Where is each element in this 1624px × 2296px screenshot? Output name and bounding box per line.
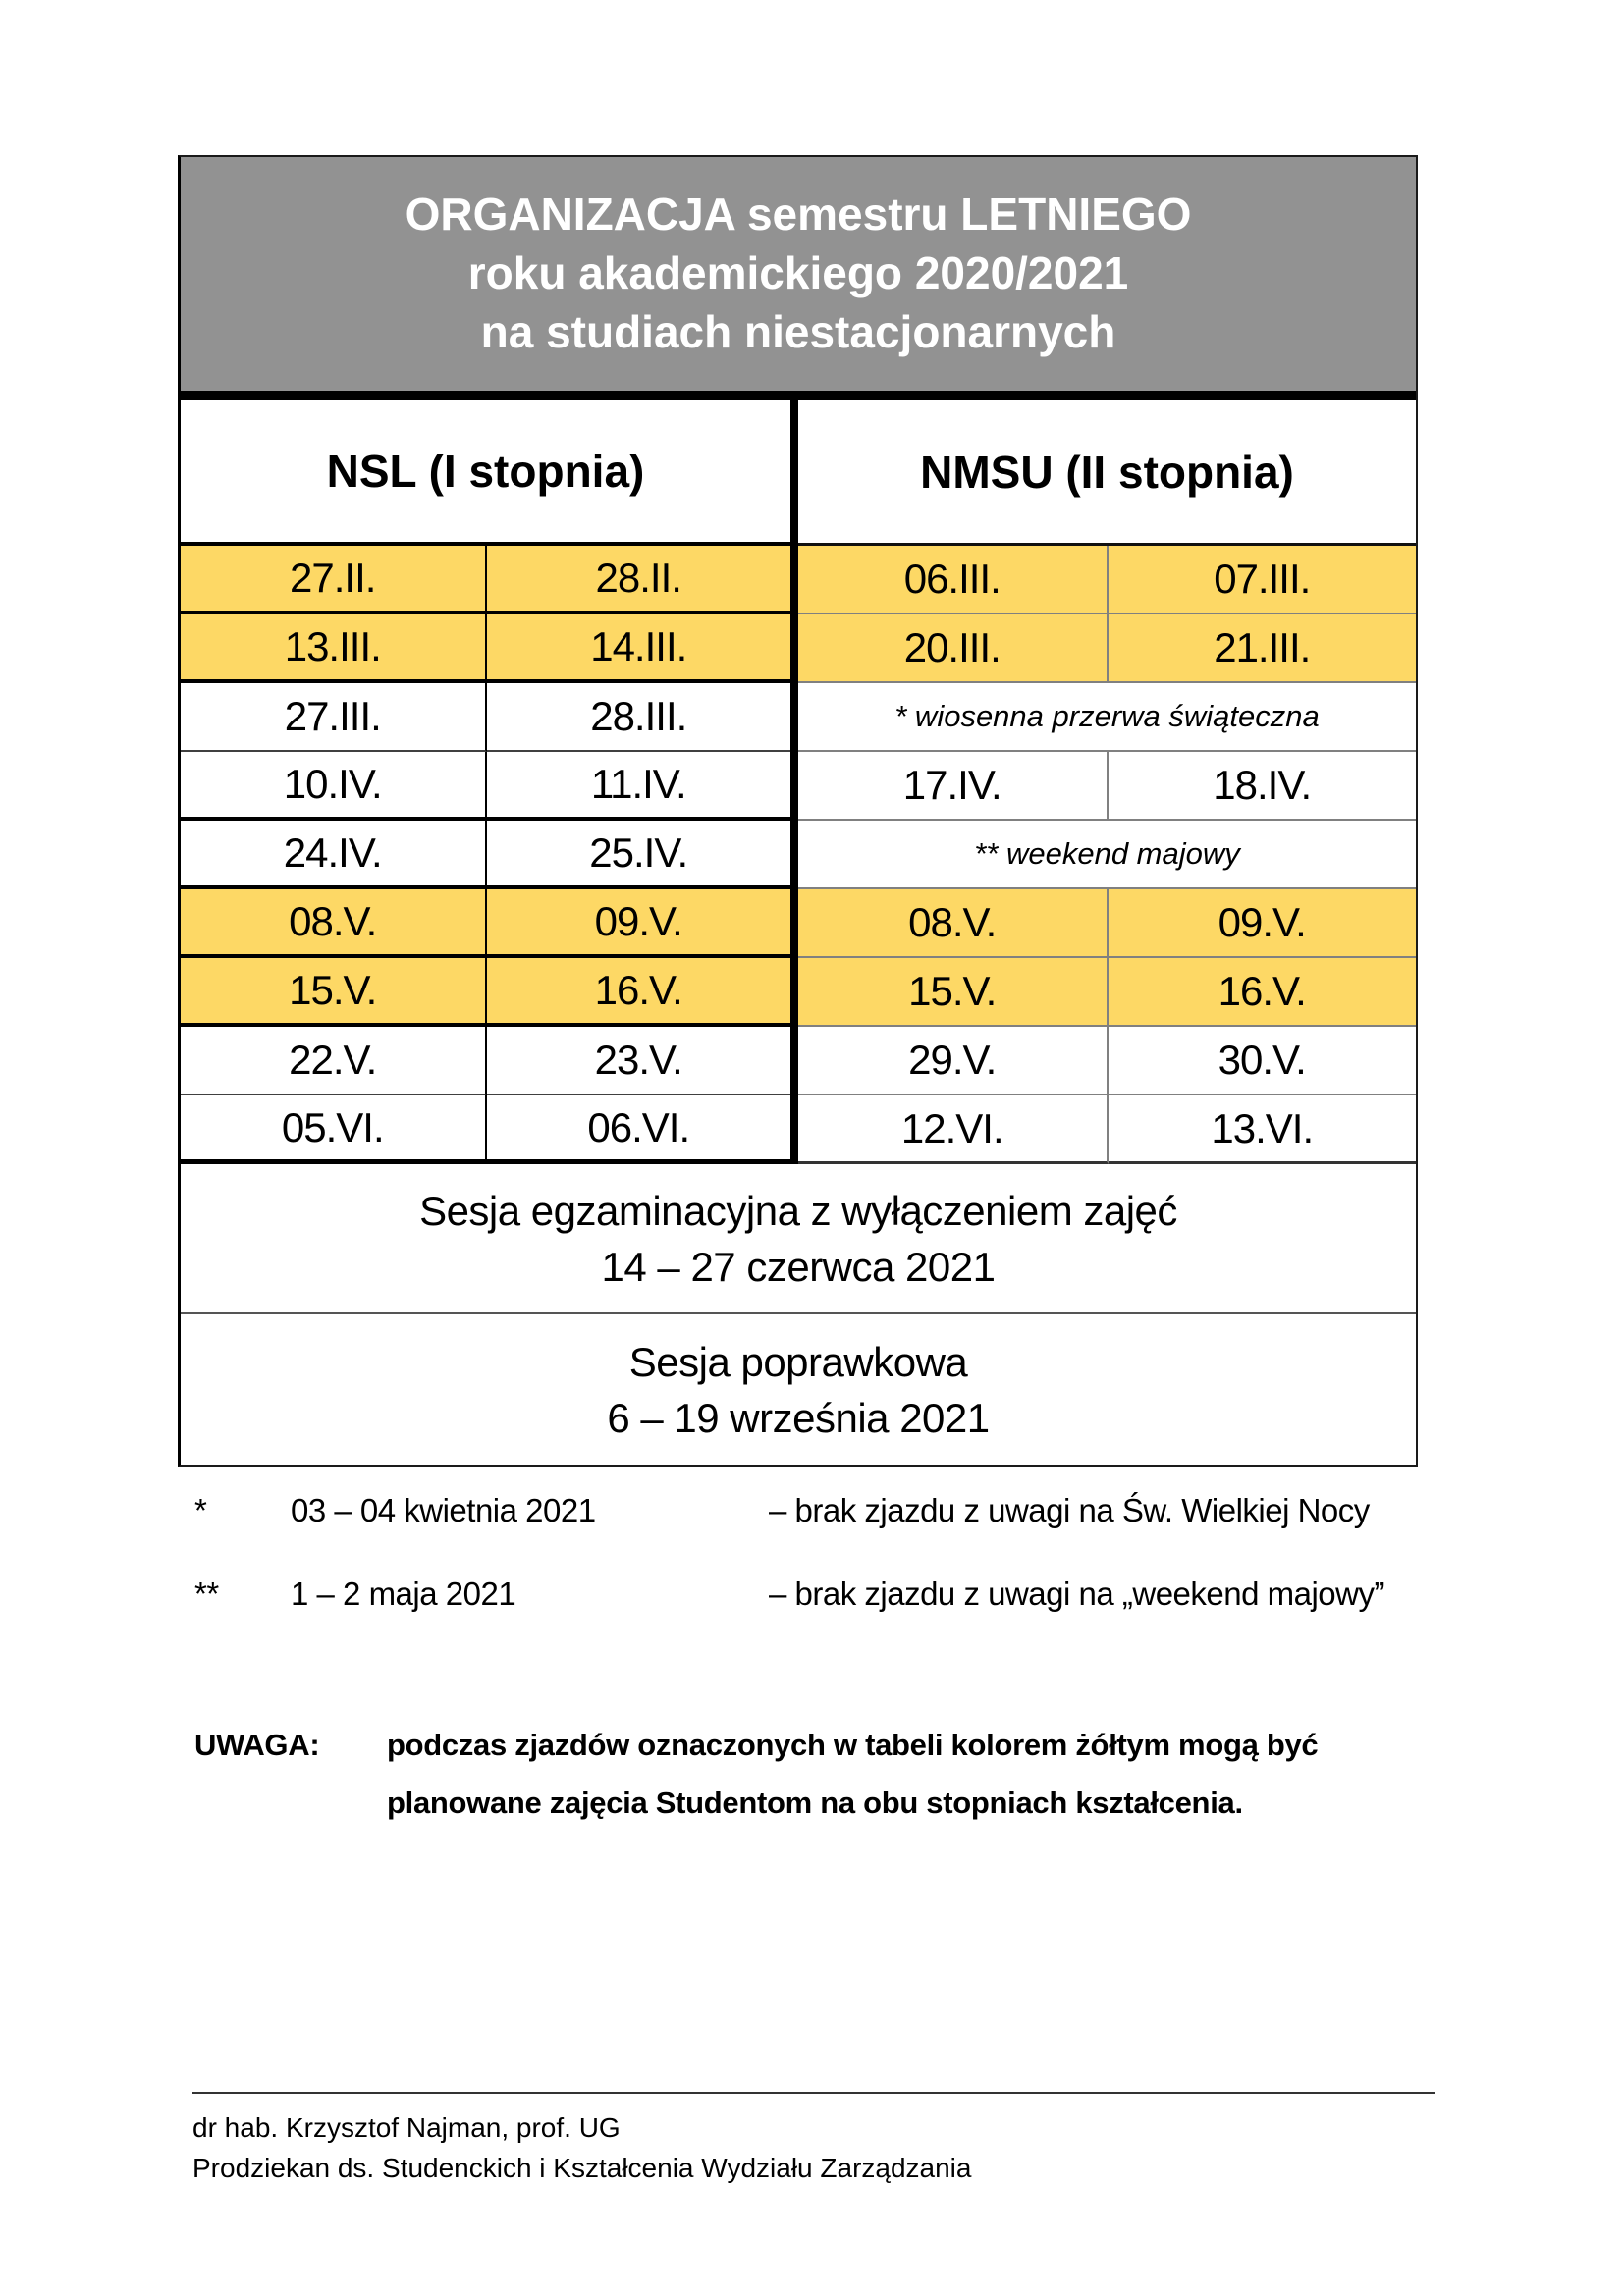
nmsu-half: 20.III. 21.III. <box>798 614 1416 683</box>
nsl-half: 22.V. 23.V. <box>181 1027 798 1095</box>
nmsu-half: ** weekend majowy <box>798 821 1416 889</box>
nsl-half: 05.VI. 06.VI. <box>181 1095 798 1164</box>
date-cell: 14.III. <box>486 614 790 683</box>
nmsu-half: 08.V. 09.V. <box>798 889 1416 958</box>
date-cell: 17.IV. <box>798 752 1109 821</box>
retake-session-dates: 6 – 19 września 2021 <box>607 1394 990 1441</box>
date-cell: 12.VI. <box>798 1095 1109 1164</box>
date-cell: 24.IV. <box>181 821 487 889</box>
date-cell: 09.V. <box>1108 889 1416 958</box>
attention-label: UWAGA: <box>194 1728 320 1762</box>
date-cell: 07.III. <box>1108 546 1416 614</box>
date-cell: 13.III. <box>181 614 487 683</box>
date-cell: 16.V. <box>486 958 790 1027</box>
nmsu-half: 06.III. 07.III. <box>798 546 1416 614</box>
date-cell: 15.V. <box>181 958 487 1027</box>
attention-text: podczas zjazdów oznaczonych w tabeli kol… <box>387 1728 1319 1820</box>
date-cell: 18.IV. <box>1108 752 1416 821</box>
nsl-half: 27.II. 28.II. <box>181 546 798 614</box>
date-cell: 11.IV. <box>486 752 790 821</box>
nsl-half: 13.III. 14.III. <box>181 614 798 683</box>
date-cell: 08.V. <box>181 889 487 958</box>
title-line-2: roku akademickiego 2020/2021 <box>467 247 1129 298</box>
date-cell: 30.V. <box>1108 1027 1416 1095</box>
date-cell: 28.II. <box>486 546 790 614</box>
attention-note: UWAGA: podczas zjazdów oznaczonych w tab… <box>194 1716 1451 1832</box>
nsl-half: 24.IV. 25.IV. <box>181 821 798 889</box>
date-cell: 13.VI. <box>1108 1095 1416 1164</box>
footnote-marker: ** <box>194 1575 219 1612</box>
group-header-row: NSL (I stopnia) NMSU (II stopnia) <box>181 400 1416 546</box>
document-title: ORGANIZACJA semestru LETNIEGO roku akade… <box>181 157 1416 400</box>
date-cell: 28.III. <box>486 683 790 752</box>
table-row: 08.V. 09.V. 08.V. 09.V. <box>181 889 1416 958</box>
footnote-description: – brak zjazdu z uwagi na Św. Wielkiej No… <box>769 1492 1370 1528</box>
signature-footer: dr hab. Krzysztof Najman, prof. UG Prodz… <box>192 2092 1435 2188</box>
footnote-date: 1 – 2 maja 2021 <box>291 1575 516 1612</box>
schedule-table: ORGANIZACJA semestru LETNIEGO roku akade… <box>178 155 1418 1467</box>
exam-session-title: Sesja egzaminacyjna z wyłączeniem zajęć <box>419 1187 1177 1234</box>
exam-session-row: Sesja egzaminacyjna z wyłączeniem zajęć … <box>181 1164 1416 1314</box>
table-row: 13.III. 14.III. 20.III. 21.III. <box>181 614 1416 683</box>
date-cell: 23.V. <box>486 1027 790 1095</box>
footnotes: * 03 – 04 kwietnia 2021 – brak zjazdu z … <box>194 1492 1441 1659</box>
date-cell: 27.II. <box>181 546 487 614</box>
note-cell-may-weekend: ** weekend majowy <box>798 821 1416 889</box>
group-header-nsl: NSL (I stopnia) <box>181 400 798 546</box>
nmsu-half: * wiosenna przerwa świąteczna <box>798 683 1416 752</box>
nmsu-half: 12.VI. 13.VI. <box>798 1095 1416 1164</box>
table-row: 27.III. 28.III. * wiosenna przerwa świąt… <box>181 683 1416 752</box>
title-line-3: na studiach niestacjonarnych <box>480 306 1116 357</box>
date-cell: 10.IV. <box>181 752 487 821</box>
date-cell: 27.III. <box>181 683 487 752</box>
date-cell: 20.III. <box>798 614 1109 683</box>
nsl-half: 10.IV. 11.IV. <box>181 752 798 821</box>
note-cell-spring-break: * wiosenna przerwa świąteczna <box>798 683 1416 752</box>
signature-name: dr hab. Krzysztof Najman, prof. UG <box>192 2112 621 2143</box>
footnote-date: 03 – 04 kwietnia 2021 <box>291 1492 596 1528</box>
nsl-half: 15.V. 16.V. <box>181 958 798 1027</box>
date-cell: 29.V. <box>798 1027 1109 1095</box>
table-row: 24.IV. 25.IV. ** weekend majowy <box>181 821 1416 889</box>
date-cell: 15.V. <box>798 958 1109 1027</box>
nmsu-half: 15.V. 16.V. <box>798 958 1416 1027</box>
table-row: 05.VI. 06.VI. 12.VI. 13.VI. <box>181 1095 1416 1164</box>
retake-session-row: Sesja poprawkowa 6 – 19 września 2021 <box>181 1314 1416 1465</box>
date-cell: 09.V. <box>486 889 790 958</box>
signature-title: Prodziekan ds. Studenckich i Kształcenia… <box>192 2153 972 2183</box>
retake-session-title: Sesja poprawkowa <box>628 1338 968 1385</box>
title-line-1: ORGANIZACJA semestru LETNIEGO <box>405 188 1192 240</box>
date-cell: 16.V. <box>1108 958 1416 1027</box>
footnote-marker: * <box>194 1492 207 1528</box>
date-cell: 05.VI. <box>181 1095 487 1164</box>
nmsu-half: 29.V. 30.V. <box>798 1027 1416 1095</box>
footnote-may-weekend: ** 1 – 2 maja 2021 – brak zjazdu z uwagi… <box>194 1575 1441 1613</box>
exam-session-dates: 14 – 27 czerwca 2021 <box>601 1243 996 1290</box>
table-row: 15.V. 16.V. 15.V. 16.V. <box>181 958 1416 1027</box>
table-row: 27.II. 28.II. 06.III. 07.III. <box>181 546 1416 614</box>
date-cell: 22.V. <box>181 1027 487 1095</box>
nsl-half: 27.III. 28.III. <box>181 683 798 752</box>
date-cell: 06.VI. <box>486 1095 790 1164</box>
date-cell: 08.V. <box>798 889 1109 958</box>
table-row: 22.V. 23.V. 29.V. 30.V. <box>181 1027 1416 1095</box>
footnote-easter: * 03 – 04 kwietnia 2021 – brak zjazdu z … <box>194 1492 1441 1529</box>
footnote-description: – brak zjazdu z uwagi na „weekend majowy… <box>769 1575 1384 1612</box>
table-row: 10.IV. 11.IV. 17.IV. 18.IV. <box>181 752 1416 821</box>
date-cell: 06.III. <box>798 546 1109 614</box>
group-header-nmsu: NMSU (II stopnia) <box>798 400 1416 546</box>
nsl-half: 08.V. 09.V. <box>181 889 798 958</box>
date-cell: 25.IV. <box>486 821 790 889</box>
date-cell: 21.III. <box>1108 614 1416 683</box>
nmsu-half: 17.IV. 18.IV. <box>798 752 1416 821</box>
